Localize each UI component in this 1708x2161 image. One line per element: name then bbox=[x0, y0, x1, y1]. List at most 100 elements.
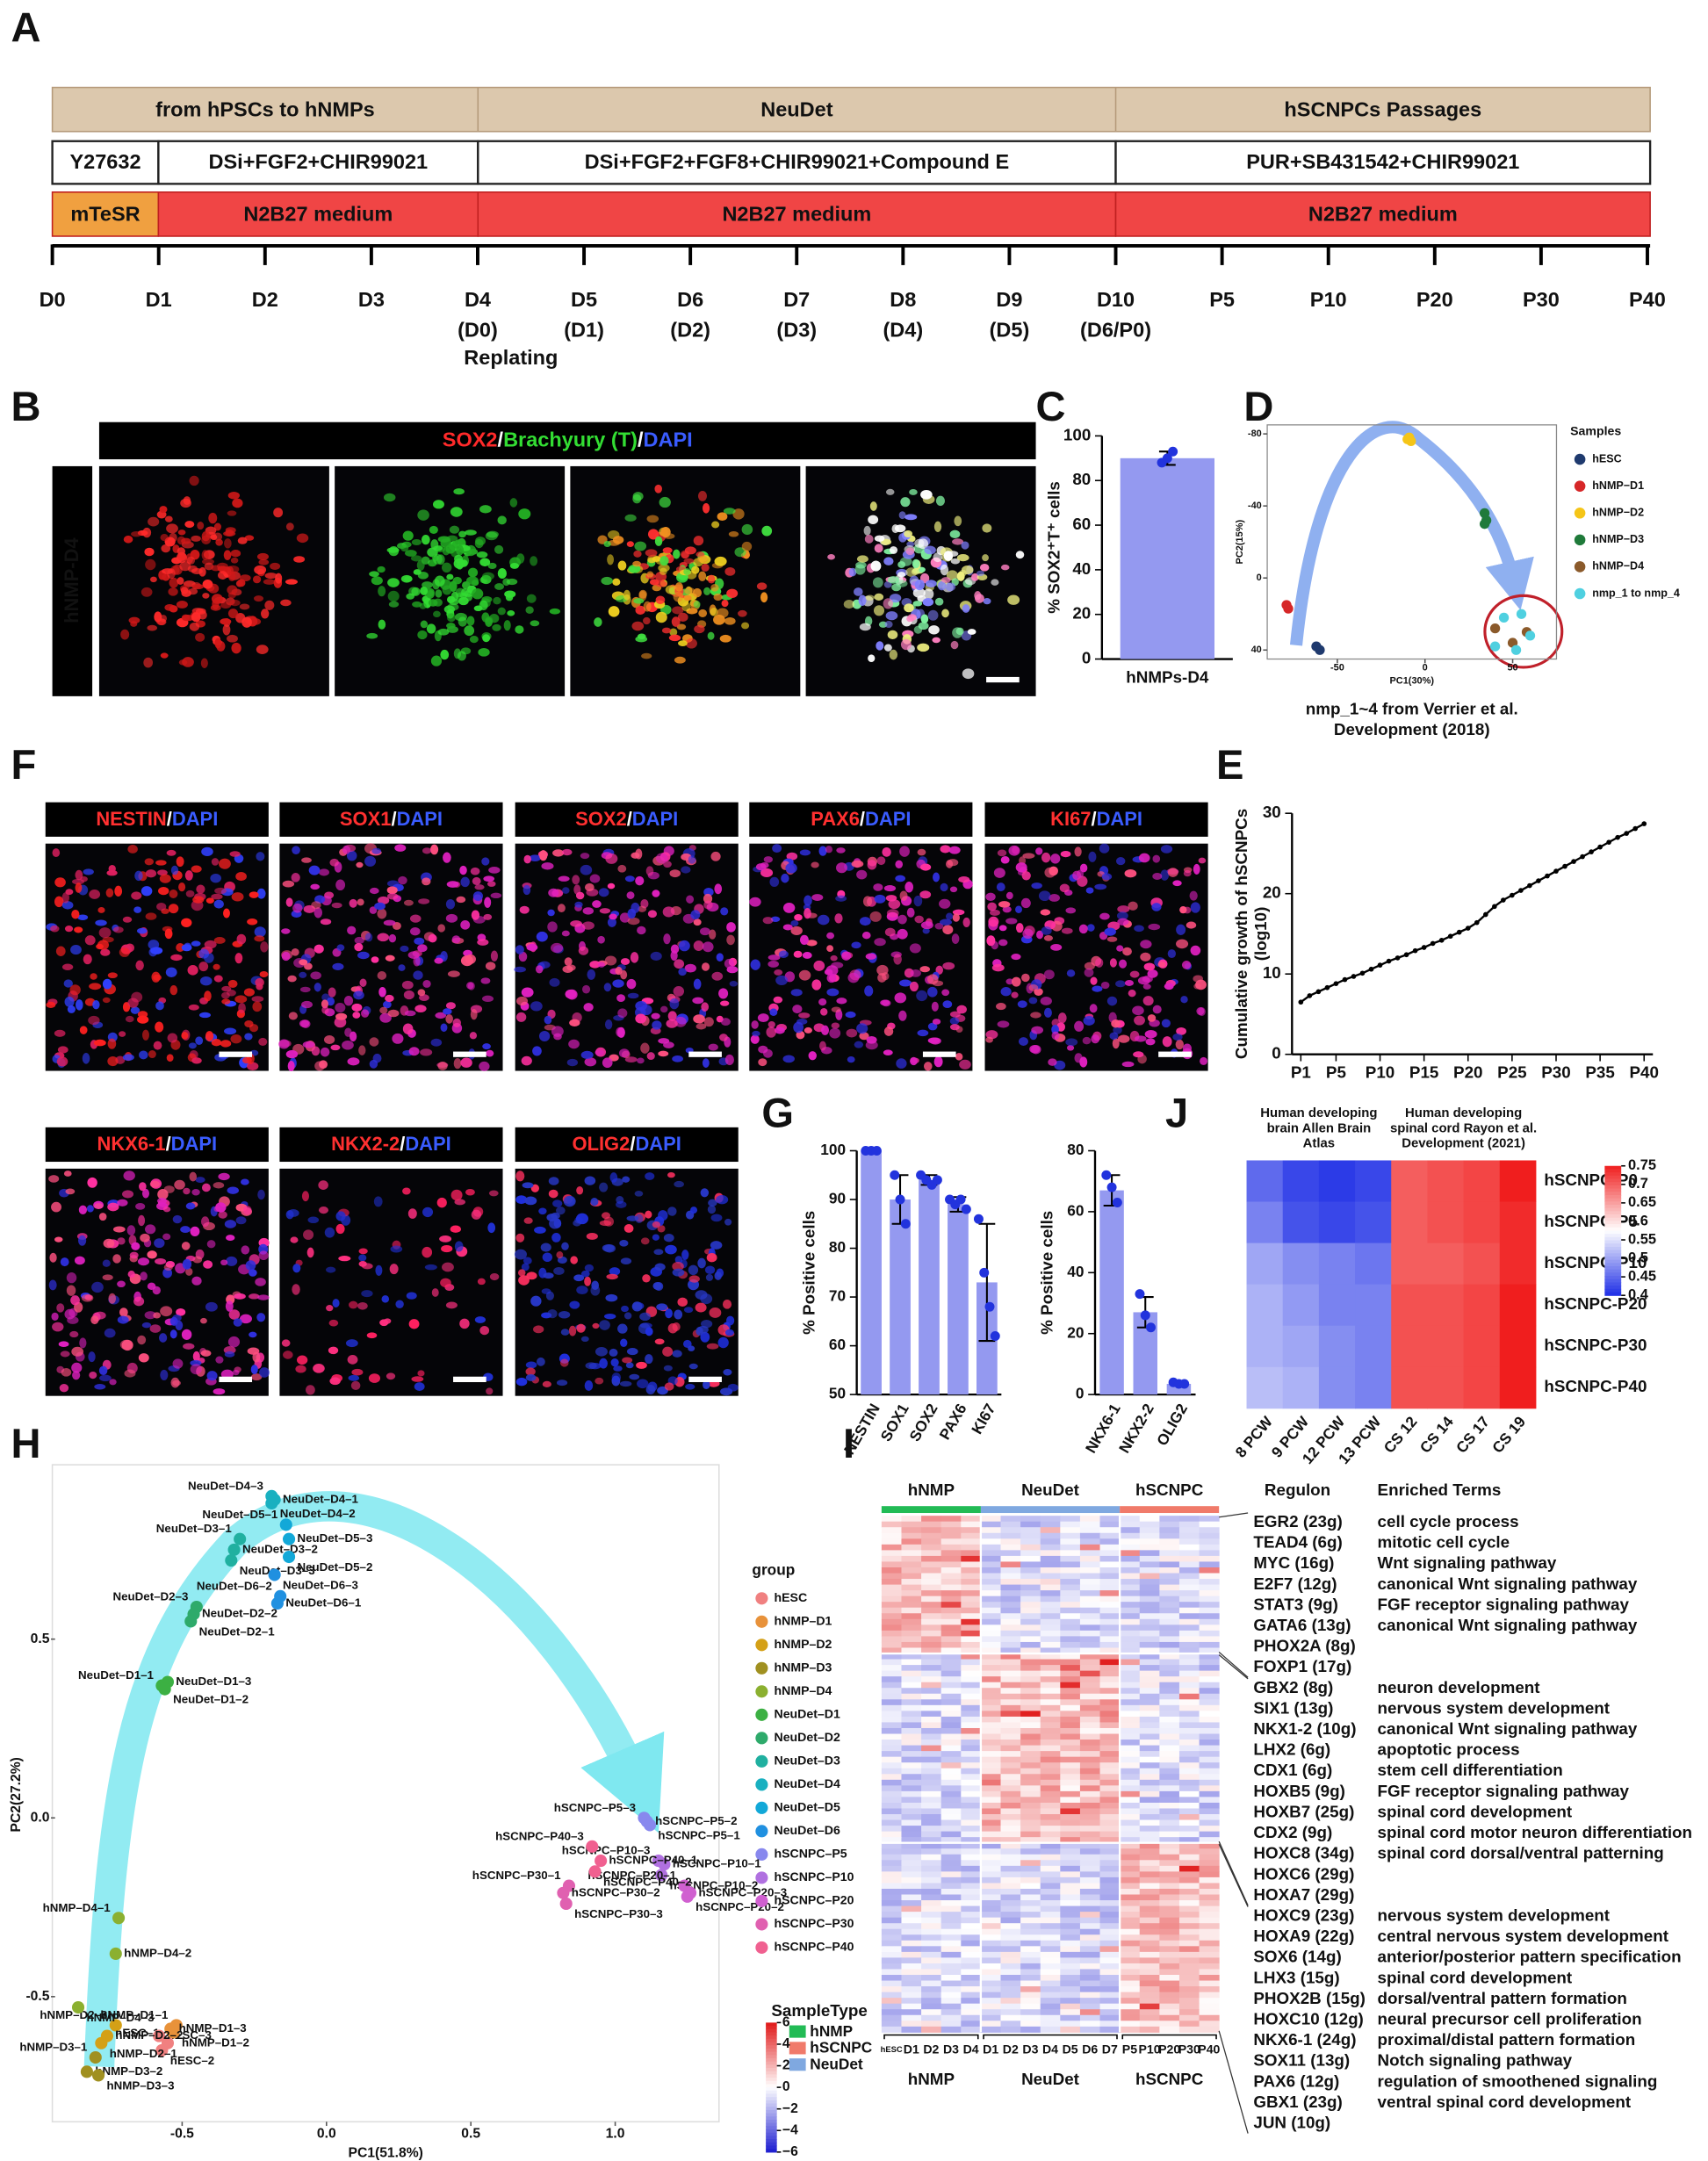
colorbar-segment bbox=[1604, 1221, 1622, 1225]
stain-name: SOX2 bbox=[443, 429, 498, 451]
heatmap-texture bbox=[980, 1590, 1001, 1597]
cell-nucleus bbox=[749, 897, 761, 907]
cell-nucleus bbox=[717, 608, 729, 618]
cell-nucleus bbox=[617, 864, 627, 873]
heatmap-texture bbox=[1178, 1957, 1200, 1964]
data-point bbox=[1377, 962, 1383, 968]
heatmap-texture bbox=[1000, 1797, 1021, 1804]
cell-nucleus bbox=[693, 978, 702, 990]
factor-box bbox=[157, 140, 479, 185]
heatmap-texture bbox=[1079, 1831, 1101, 1838]
colorbar-segment bbox=[766, 2122, 777, 2127]
heatmap-texture bbox=[1120, 1957, 1141, 1964]
heatmap-texture bbox=[921, 1670, 942, 1677]
cell-nucleus bbox=[229, 851, 241, 857]
cell-nucleus bbox=[700, 1331, 710, 1343]
cell-nucleus bbox=[603, 1313, 616, 1320]
cell-nucleus bbox=[1124, 869, 1137, 878]
regulon: HOXB5 (9g) bbox=[1253, 1782, 1345, 1800]
enriched-term: nervous system development bbox=[1378, 1905, 1611, 1924]
scale-bar bbox=[922, 1051, 956, 1057]
heatmap-texture bbox=[961, 1567, 982, 1574]
legend-label: hNMP−D1 bbox=[1592, 479, 1644, 492]
heatmap-texture bbox=[940, 1613, 962, 1620]
cell-nucleus bbox=[191, 612, 201, 623]
legend-swatch bbox=[755, 1801, 768, 1814]
colorbar-segment bbox=[766, 2136, 777, 2140]
cell-nucleus bbox=[662, 906, 675, 918]
cell-nucleus bbox=[584, 1057, 597, 1067]
heatmap-texture bbox=[921, 1802, 942, 1809]
heatmap-texture bbox=[1000, 1814, 1021, 1821]
group-header: NeuDet bbox=[1021, 1480, 1080, 1499]
heatmap-texture bbox=[1159, 1992, 1180, 1999]
heatmap-texture bbox=[1159, 1602, 1180, 1609]
cell-nucleus bbox=[862, 896, 873, 907]
cell-nucleus bbox=[710, 607, 718, 616]
cell-nucleus bbox=[395, 1300, 404, 1308]
cell-nucleus bbox=[521, 987, 534, 998]
heatmap-texture bbox=[1120, 1647, 1141, 1654]
bar bbox=[861, 1150, 882, 1395]
cell-nucleus bbox=[123, 535, 133, 544]
cell-nucleus bbox=[724, 617, 736, 625]
heatmap-texture bbox=[921, 1751, 942, 1758]
heatmap-texture bbox=[1079, 1928, 1101, 1935]
heatmap-texture bbox=[921, 1998, 942, 2005]
cell-nucleus bbox=[1005, 918, 1018, 925]
colorbar-segment bbox=[766, 2051, 777, 2056]
heatmap-texture bbox=[1159, 1797, 1180, 1804]
heatmap-texture bbox=[1099, 1579, 1121, 1586]
cell-nucleus bbox=[249, 1331, 257, 1338]
cell-nucleus bbox=[378, 986, 386, 998]
colorbar-segment bbox=[1604, 1224, 1622, 1228]
heatmap-texture bbox=[1020, 1561, 1041, 1568]
cell-nucleus bbox=[1061, 927, 1073, 934]
heatmap-texture bbox=[921, 1688, 942, 1695]
factor-label: Y27632 bbox=[69, 150, 141, 173]
cell-nucleus bbox=[404, 550, 417, 557]
heatmap-texture bbox=[1079, 1590, 1101, 1597]
cell-nucleus bbox=[1083, 1016, 1095, 1026]
cell-nucleus bbox=[494, 544, 504, 554]
colorbar-segment bbox=[766, 2119, 777, 2124]
heatmap-texture bbox=[1040, 1630, 1061, 1637]
cell-nucleus bbox=[997, 849, 1007, 857]
heatmap-texture bbox=[1060, 1963, 1081, 1970]
heatmap-texture bbox=[921, 1561, 942, 1568]
heatmap-texture bbox=[980, 1670, 1001, 1677]
cell-nucleus bbox=[1091, 1034, 1100, 1044]
column-label: P10 bbox=[1138, 2042, 1160, 2056]
heatmap-texture bbox=[921, 1917, 942, 1924]
heatmap-texture bbox=[1139, 1618, 1160, 1625]
cell-nucleus bbox=[518, 1275, 530, 1286]
heatmap-texture bbox=[901, 1555, 922, 1562]
heatmap-texture bbox=[1139, 1998, 1160, 2005]
heatmap-texture bbox=[961, 1613, 982, 1620]
cell-nucleus bbox=[417, 989, 426, 997]
cell-nucleus bbox=[445, 1014, 453, 1024]
heatmap-texture bbox=[881, 1716, 902, 1723]
heatmap-texture bbox=[1079, 1963, 1101, 1970]
heatmap-texture bbox=[1060, 1779, 1081, 1786]
cell-nucleus bbox=[831, 962, 844, 969]
heatmap-texture bbox=[1159, 1860, 1180, 1867]
cell-nucleus bbox=[179, 561, 191, 572]
heatmap-texture bbox=[881, 1998, 902, 2005]
heatmap-texture bbox=[901, 1785, 922, 1792]
heatmap-texture bbox=[1139, 1774, 1160, 1781]
stain-name: DAPI bbox=[635, 1133, 681, 1155]
heatmap-texture bbox=[901, 1561, 922, 1568]
cell-nucleus bbox=[432, 579, 440, 590]
heatmap-texture bbox=[1040, 1905, 1061, 1912]
cell-nucleus bbox=[400, 574, 413, 583]
cell-nucleus bbox=[239, 1314, 252, 1324]
heatmap-texture bbox=[1020, 1837, 1041, 1844]
data-point bbox=[1404, 432, 1415, 443]
cell-nucleus bbox=[741, 541, 753, 551]
cell-nucleus bbox=[811, 861, 819, 868]
point-label: hNMP–D2–2 bbox=[115, 2028, 183, 2042]
day-note: (D5) bbox=[990, 318, 1030, 341]
heatmap-texture bbox=[961, 1722, 982, 1729]
cell-nucleus bbox=[874, 894, 886, 904]
